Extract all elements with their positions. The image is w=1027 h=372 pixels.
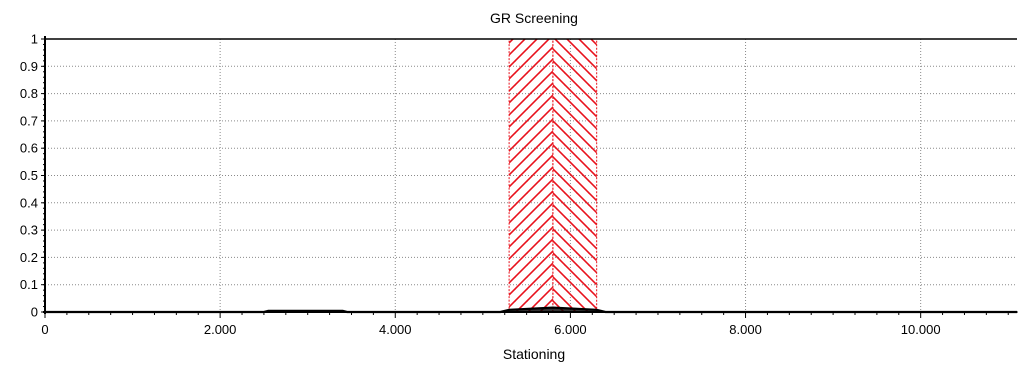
highlight-regions xyxy=(508,38,598,313)
x-tick-label: 2.000 xyxy=(204,322,237,337)
series-point xyxy=(508,309,510,311)
y-tick-label: 0 xyxy=(31,305,38,320)
y-tick-label: 1 xyxy=(31,32,38,47)
y-tick-label: 0.8 xyxy=(20,86,38,101)
chart-title: GR Screening xyxy=(490,10,578,26)
x-tick-label: 0 xyxy=(41,322,48,337)
y-tick-label: 0.6 xyxy=(20,141,38,156)
highlight-region-2 xyxy=(552,39,597,312)
y-tick-label: 0.5 xyxy=(20,168,38,183)
y-tick-label: 0.3 xyxy=(20,223,38,238)
x-tick-label: 4.000 xyxy=(379,322,412,337)
y-tick-label: 0.2 xyxy=(20,250,38,265)
y-tick-label: 0.4 xyxy=(20,195,38,210)
y-tick-label: 0.7 xyxy=(20,113,38,128)
y-tick-label: 0.9 xyxy=(20,59,38,74)
y-tick-label: 0.1 xyxy=(20,277,38,292)
x-tick-label: 10.000 xyxy=(901,322,941,337)
highlight-region-1 xyxy=(509,39,553,312)
series-point xyxy=(595,309,598,311)
x-axis-label: Stationing xyxy=(503,346,565,362)
x-tick-label: 8.000 xyxy=(729,322,762,337)
x-tick-label: 6.000 xyxy=(554,322,587,337)
series-point xyxy=(552,306,554,309)
axes: 0 0.1 0.2 0.3 0.4 0.5 0.6 0.7 0.8 0.9 1 0 2.000 4.000… xyxy=(20,32,1017,337)
